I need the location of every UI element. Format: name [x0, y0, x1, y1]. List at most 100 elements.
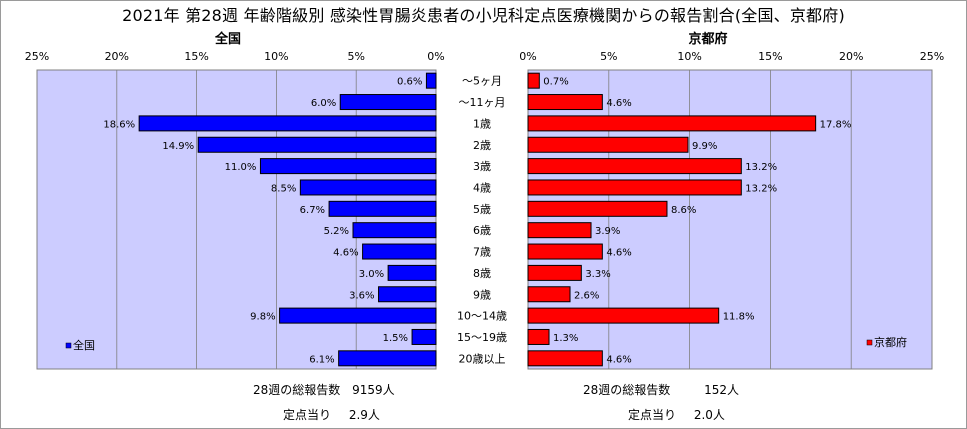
footer-left-per: 定点当り 2.9人 — [283, 406, 380, 423]
right-value-label: 13.2% — [745, 162, 777, 173]
left-tick-label: 20% — [105, 50, 129, 63]
right-bar — [527, 115, 817, 132]
left-bar — [387, 264, 437, 281]
right-tick-label: 0% — [519, 50, 536, 63]
right-value-label: 17.8% — [820, 119, 852, 130]
category-label: ～11ヶ月 — [459, 96, 506, 109]
left-value-label: 8.5% — [271, 183, 296, 194]
legend-left-text: 全国 — [73, 338, 95, 352]
category-label: 9歳 — [473, 288, 491, 301]
right-tick-label: 5% — [600, 50, 617, 63]
left-bar — [328, 200, 437, 217]
right-value-label: 0.7% — [543, 77, 568, 88]
right-tick-labels: 0% 5% 10% 15% 20% 25% — [519, 50, 944, 63]
legend-right-key — [866, 339, 873, 346]
left-tick-label: 15% — [184, 50, 208, 63]
category-label: 3歳 — [473, 160, 491, 173]
right-bar — [527, 307, 720, 324]
category-label: 20歳以上 — [459, 352, 506, 365]
legend-right: 京都府 — [866, 335, 907, 349]
left-tick-label: 5% — [347, 50, 364, 63]
footer-left-total-value: 9159人 — [352, 383, 395, 397]
right-value-label: 4.6% — [606, 98, 631, 109]
right-bar — [527, 179, 742, 196]
right-bar — [527, 94, 603, 111]
left-value-label: 5.2% — [324, 226, 349, 237]
left-bar — [425, 72, 437, 89]
right-tick-label: 20% — [839, 50, 863, 63]
footer-right-total-value: 152人 — [704, 383, 740, 397]
category-label: 15～19歳 — [457, 331, 507, 344]
footer-right-per-label: 定点当り — [628, 408, 677, 422]
left-value-label: 1.5% — [383, 333, 408, 344]
right-bar — [527, 286, 571, 303]
right-value-label: 11.8% — [723, 312, 755, 323]
left-tick-labels: 25% 20% 15% 10% 5% 0% — [25, 50, 445, 63]
right-value-label: 8.6% — [671, 205, 696, 216]
left-plot-area — [36, 69, 437, 370]
category-label: 2歳 — [473, 139, 491, 152]
right-value-labels: 0.7% 4.6% 17.8% 9.9% 13.2% 13.2% 8.6% 3.9% 4.6% 3… — [543, 77, 851, 366]
right-value-label: 2.6% — [574, 290, 599, 301]
left-tick-label: 0% — [427, 50, 444, 63]
left-bar — [352, 222, 437, 239]
left-value-label: 18.6% — [103, 119, 135, 130]
left-bar — [197, 136, 437, 153]
footer-right-total-label: 28週の総報告数 — [583, 383, 671, 397]
left-bar — [299, 179, 437, 196]
left-bar — [378, 286, 437, 303]
footer-right-per-value: 2.0人 — [693, 408, 725, 422]
chart-title: 2021年 第28週 年齢階級別 感染性胃腸炎患者の小児科定点医療機関からの報告… — [122, 6, 845, 25]
right-value-label: 4.6% — [606, 248, 631, 259]
left-value-label: 3.0% — [359, 269, 384, 280]
legend-left-key — [65, 342, 72, 349]
right-bar — [527, 200, 668, 217]
right-bar — [527, 243, 603, 260]
category-label: 1歳 — [473, 117, 491, 130]
left-bar — [362, 243, 437, 260]
left-bars — [138, 72, 437, 367]
left-value-label: 11.0% — [225, 162, 257, 173]
category-labels: ～5ヶ月 ～11ヶ月 1歳 2歳 3歳 4歳 5歳 6歳 7歳 8歳 9歳 10～14歳 15～19歳 2… — [457, 75, 507, 366]
left-value-label: 14.9% — [162, 141, 194, 152]
footer-right-per: 定点当り 2.0人 — [628, 406, 725, 423]
left-value-label: 6.0% — [311, 98, 336, 109]
left-value-label: 0.6% — [397, 77, 422, 88]
left-value-label: 6.7% — [300, 205, 325, 216]
right-value-label: 3.3% — [585, 269, 610, 280]
left-bar — [338, 350, 437, 367]
footer-left-total-label: 28週の総報告数 — [253, 383, 341, 397]
right-value-label: 4.6% — [606, 354, 631, 365]
category-label: 4歳 — [473, 181, 491, 194]
right-value-label: 1.3% — [553, 333, 578, 344]
left-bar — [279, 307, 437, 324]
right-bar — [527, 350, 603, 367]
left-value-labels: 0.6%6.0%18.6%14.9%11.0%8.5%6.7%5.2%4.6%3… — [103, 77, 422, 366]
right-bar — [527, 158, 742, 175]
right-plot-area — [527, 69, 933, 370]
left-value-label: 6.1% — [309, 354, 334, 365]
left-series-title: 全国 — [214, 31, 241, 47]
legend-right-text: 京都府 — [874, 335, 907, 349]
category-label: ～5ヶ月 — [462, 75, 502, 88]
right-value-label: 13.2% — [745, 183, 777, 194]
right-tick-label: 25% — [920, 50, 944, 63]
right-bars — [527, 72, 817, 367]
category-label: 10～14歳 — [457, 310, 507, 323]
left-tick-label: 10% — [264, 50, 288, 63]
left-bar — [138, 115, 437, 132]
category-label: 7歳 — [473, 246, 491, 259]
right-bar — [527, 328, 550, 345]
right-bar — [527, 222, 592, 239]
footer-left-per-label: 定点当り — [283, 408, 332, 422]
category-label: 5歳 — [473, 203, 491, 216]
left-bar — [259, 158, 437, 175]
left-bar — [339, 94, 437, 111]
right-bar — [527, 136, 689, 153]
left-value-label: 4.6% — [333, 248, 358, 259]
right-value-label: 9.9% — [692, 141, 717, 152]
right-value-label: 3.9% — [595, 226, 620, 237]
footer-right-total: 28週の総報告数 152人 — [583, 381, 739, 398]
left-value-label: 3.6% — [349, 290, 374, 301]
